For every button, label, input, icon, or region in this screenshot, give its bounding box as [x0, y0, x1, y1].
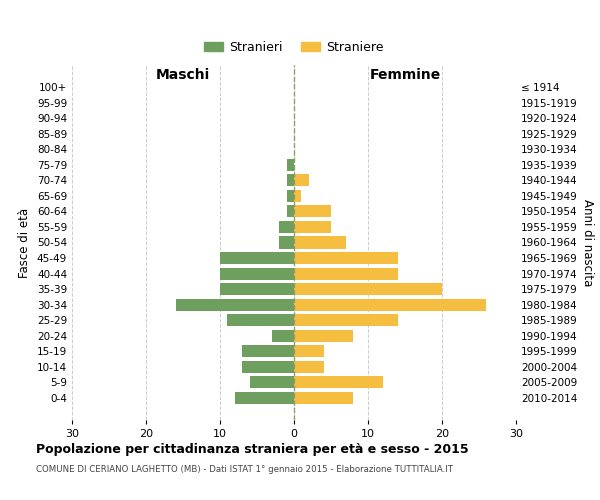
Bar	[279, 221, 294, 233]
Bar	[287, 190, 294, 202]
Bar	[287, 159, 294, 171]
Bar	[242, 345, 294, 358]
Bar	[220, 252, 294, 264]
Bar	[294, 376, 383, 388]
Bar	[294, 392, 353, 404]
Bar	[294, 314, 398, 326]
Bar	[235, 392, 294, 404]
Y-axis label: Fasce di età: Fasce di età	[19, 208, 31, 278]
Bar	[294, 221, 331, 233]
Bar	[220, 283, 294, 295]
Bar	[294, 298, 487, 310]
Text: Femmine: Femmine	[370, 68, 440, 82]
Bar	[250, 376, 294, 388]
Bar	[287, 206, 294, 218]
Bar	[294, 190, 301, 202]
Bar	[287, 174, 294, 186]
Bar	[294, 330, 353, 342]
Text: Maschi: Maschi	[156, 68, 210, 82]
Bar	[294, 236, 346, 248]
Bar	[176, 298, 294, 310]
Bar	[294, 174, 309, 186]
Text: Popolazione per cittadinanza straniera per età e sesso - 2015: Popolazione per cittadinanza straniera p…	[36, 442, 469, 456]
Bar	[294, 206, 331, 218]
Bar	[294, 360, 323, 373]
Bar	[272, 330, 294, 342]
Bar	[220, 268, 294, 280]
Bar	[279, 236, 294, 248]
Y-axis label: Anni di nascita: Anni di nascita	[581, 199, 594, 286]
Bar	[294, 345, 323, 358]
Bar	[242, 360, 294, 373]
Bar	[227, 314, 294, 326]
Legend: Stranieri, Straniere: Stranieri, Straniere	[199, 36, 389, 59]
Bar	[294, 252, 398, 264]
Bar	[294, 268, 398, 280]
Bar	[294, 283, 442, 295]
Text: COMUNE DI CERIANO LAGHETTO (MB) - Dati ISTAT 1° gennaio 2015 - Elaborazione TUTT: COMUNE DI CERIANO LAGHETTO (MB) - Dati I…	[36, 466, 453, 474]
